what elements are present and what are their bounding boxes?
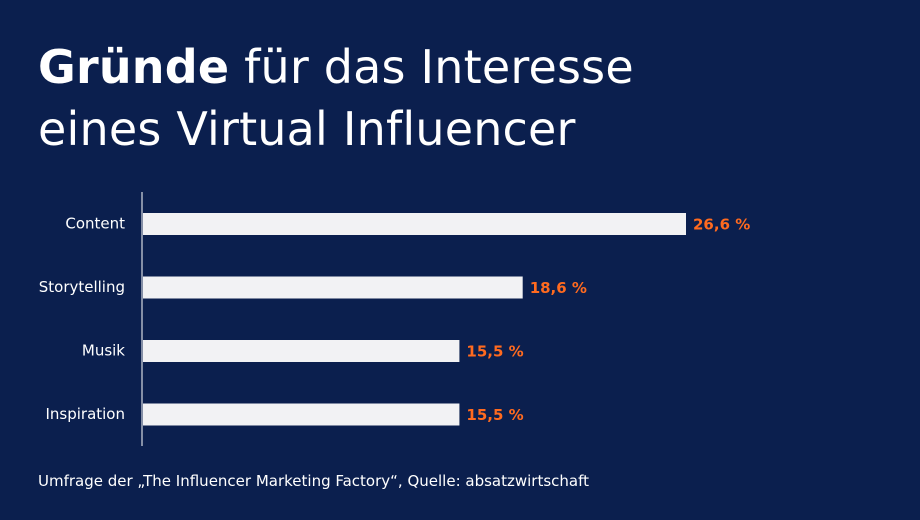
category-label: Musik bbox=[82, 342, 125, 360]
bars-layer: Content 26,6 % Storytelling 18,6 % Musik 15,5… bbox=[39, 213, 750, 426]
bar bbox=[143, 276, 523, 299]
value-label: 18,6 % bbox=[530, 279, 587, 297]
chart-title: Gründe für das Interesse eines Virtual I… bbox=[38, 36, 634, 160]
source-note: Umfrage der „The Influencer Marketing Fa… bbox=[38, 472, 590, 490]
value-label: 26,6 % bbox=[693, 216, 750, 234]
value-label: 15,5 % bbox=[466, 343, 523, 361]
bar bbox=[143, 340, 460, 362]
bar bbox=[143, 213, 686, 235]
bar bbox=[143, 403, 460, 426]
value-label: 15,5 % bbox=[466, 406, 523, 424]
category-label: Inspiration bbox=[45, 405, 125, 423]
chart-title-line1-rest: für das Interesse bbox=[229, 40, 634, 94]
category-label: Content bbox=[65, 215, 125, 233]
category-label: Storytelling bbox=[39, 278, 125, 296]
chart-title-bold: Gründe bbox=[38, 40, 230, 94]
chart-title-line2: eines Virtual Influencer bbox=[38, 102, 576, 156]
